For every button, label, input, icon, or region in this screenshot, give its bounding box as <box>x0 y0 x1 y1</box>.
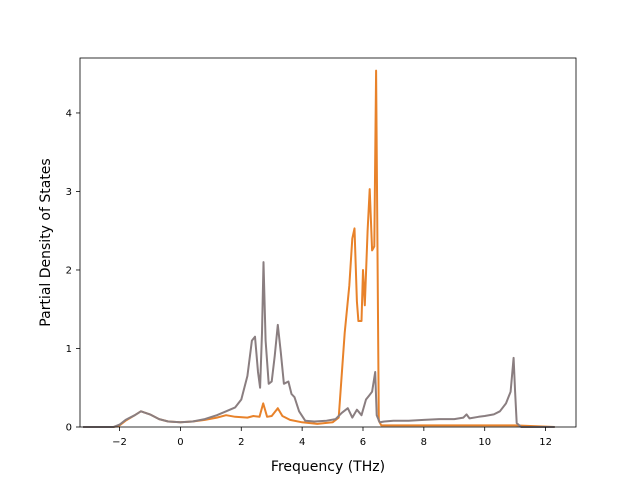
x-axis-ticks: −2 0 2 4 6 8 10 12 <box>112 427 552 448</box>
x-tick-label: 4 <box>299 437 305 448</box>
series-line-2 <box>83 261 555 428</box>
x-tick-label: −2 <box>112 437 127 448</box>
x-tick-label: 12 <box>539 437 552 448</box>
x-tick-label: 8 <box>421 437 427 448</box>
x-tick-label: 2 <box>238 437 244 448</box>
x-axis-title: Frequency (THz) <box>271 459 385 475</box>
plot-frame <box>79 57 577 428</box>
y-tick-label: 2 <box>66 265 72 276</box>
series-layer <box>83 69 555 428</box>
y-axis-title: Partial Density of States <box>38 158 54 326</box>
y-tick-label: 4 <box>66 108 72 119</box>
x-tick-label: 6 <box>360 437 366 448</box>
x-tick-label: 10 <box>478 437 491 448</box>
y-tick-label: 1 <box>66 344 72 355</box>
y-tick-label: 3 <box>66 187 72 198</box>
x-tick-label: 0 <box>177 437 183 448</box>
y-axis-ticks: 0 1 2 3 4 <box>66 108 80 434</box>
y-tick-label: 0 <box>66 423 72 434</box>
